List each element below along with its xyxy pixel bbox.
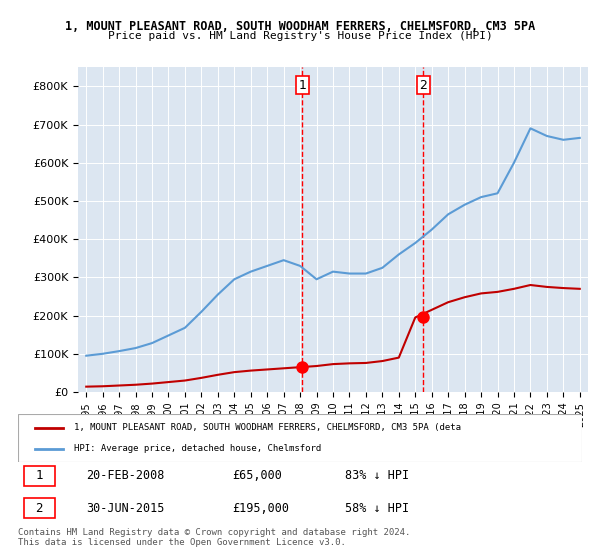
Text: 1, MOUNT PLEASANT ROAD, SOUTH WOODHAM FERRERS, CHELMSFORD, CM3 5PA: 1, MOUNT PLEASANT ROAD, SOUTH WOODHAM FE… — [65, 20, 535, 32]
Text: 30-JUN-2015: 30-JUN-2015 — [86, 502, 164, 515]
Text: £65,000: £65,000 — [232, 469, 282, 483]
Text: 1, MOUNT PLEASANT ROAD, SOUTH WOODHAM FERRERS, CHELMSFORD, CM3 5PA (deta: 1, MOUNT PLEASANT ROAD, SOUTH WOODHAM FE… — [74, 423, 461, 432]
Text: 58% ↓ HPI: 58% ↓ HPI — [345, 502, 409, 515]
Text: 1: 1 — [35, 469, 43, 483]
Text: 20-FEB-2008: 20-FEB-2008 — [86, 469, 164, 483]
Text: £195,000: £195,000 — [232, 502, 289, 515]
FancyBboxPatch shape — [18, 414, 582, 462]
Text: This data is licensed under the Open Government Licence v3.0.: This data is licensed under the Open Gov… — [18, 538, 346, 547]
Text: 1: 1 — [298, 78, 306, 92]
Text: 83% ↓ HPI: 83% ↓ HPI — [345, 469, 409, 483]
Text: 2: 2 — [35, 502, 43, 515]
Text: 2: 2 — [419, 78, 427, 92]
Text: Contains HM Land Registry data © Crown copyright and database right 2024.: Contains HM Land Registry data © Crown c… — [18, 528, 410, 536]
Text: Price paid vs. HM Land Registry's House Price Index (HPI): Price paid vs. HM Land Registry's House … — [107, 31, 493, 41]
Text: HPI: Average price, detached house, Chelmsford: HPI: Average price, detached house, Chel… — [74, 444, 322, 453]
FancyBboxPatch shape — [23, 498, 55, 519]
FancyBboxPatch shape — [23, 466, 55, 486]
